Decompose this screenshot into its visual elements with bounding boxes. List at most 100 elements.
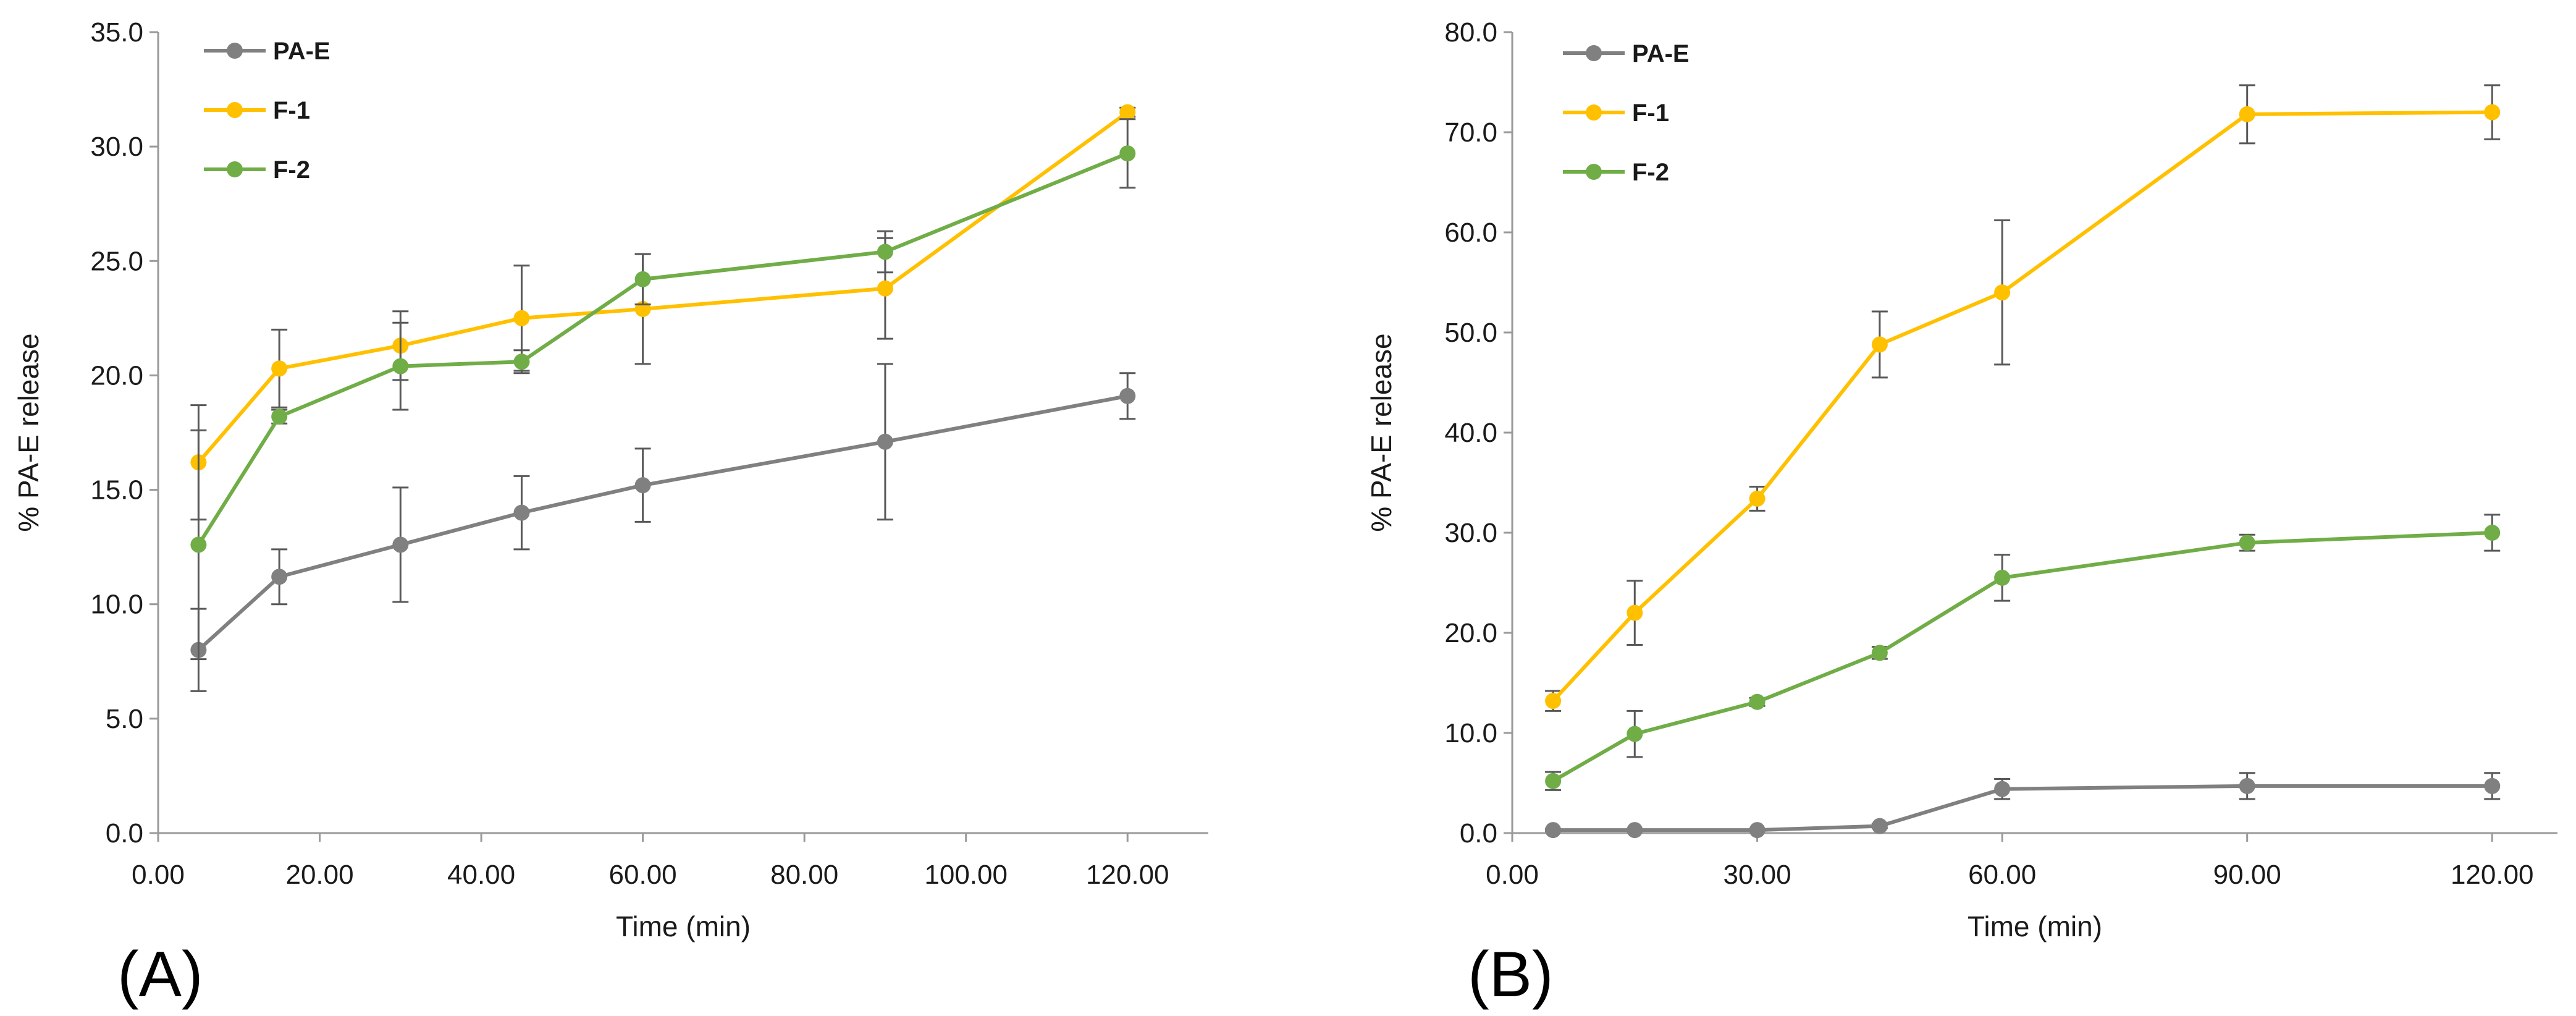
- chart-b-series-f-2-point: [1545, 773, 1562, 789]
- chart-a-series-f-2-point: [190, 536, 207, 553]
- chart-a-series-pa-e-point: [392, 536, 409, 553]
- chart-a-y-tick-label: 25.0: [90, 246, 143, 276]
- chart-b-y-tick-label: 40.0: [1444, 418, 1497, 448]
- chart-a-series-f-2-point: [392, 358, 409, 375]
- chart-b-y-tick-label: 10.0: [1444, 718, 1497, 748]
- chart-b-series-pa-e-point: [1871, 818, 1888, 834]
- chart-a-y-axis-title: % PA-E release: [12, 333, 44, 531]
- chart-b-x-tick-label: 0.00: [1486, 860, 1539, 890]
- chart-b-x-tick-label: 120.00: [2451, 860, 2534, 890]
- chart-a-series-f-1-point: [877, 280, 893, 297]
- chart-a-y-tick-label: 5.0: [106, 704, 143, 734]
- chart-a: 0.0 5.0 10.0 15.0 20.0 25.0 30.0 35.0 0.00 20.00 4…: [12, 17, 1208, 1010]
- chart-a-series-f-2: [190, 118, 1136, 661]
- chart-a-x-axis-title: Time (min): [616, 910, 751, 942]
- chart-b-y-tick-label: 30.0: [1444, 518, 1497, 548]
- chart-a-series-f-1-point: [271, 360, 288, 377]
- chart-a-x-tick-label: 0.00: [132, 860, 185, 890]
- chart-a-y-tick-label: 20.0: [90, 360, 143, 391]
- chart-b-y-axis-title: % PA-E release: [1365, 333, 1397, 531]
- chart-a-y-tick-label: 30.0: [90, 132, 143, 162]
- chart-a-series-f-2-point: [877, 243, 893, 260]
- chart-b-x-tick-label: 60.00: [1968, 860, 2036, 890]
- chart-b-y-tick-label: 60.0: [1444, 218, 1497, 248]
- chart-a-y-tick-label: 35.0: [90, 17, 143, 48]
- chart-b-series-f-2-point: [1994, 569, 2011, 586]
- chart-b: 0.0 10.0 20.0 30.0 40.0 50.0 60.0 70.0 80.0 0.00 3…: [1365, 17, 2557, 1010]
- chart-a-legend-label: F-2: [273, 156, 310, 184]
- chart-b-y-tick-label: 50.0: [1444, 318, 1497, 348]
- chart-b-series-f-2: [1545, 514, 2501, 791]
- chart-a-y-tick-label: 0.0: [106, 818, 143, 849]
- chart-b-series-pa-e: [1545, 772, 2501, 839]
- chart-b-series-f-2-point: [2484, 525, 2501, 541]
- chart-b-y-tick-label: 80.0: [1444, 17, 1497, 48]
- chart-b-x-tick-label: 90.00: [2213, 860, 2281, 890]
- chart-b-y-tick-label: 0.0: [1460, 818, 1497, 849]
- chart-b-series-f-2-point: [2239, 535, 2255, 551]
- chart-a-series-pa-e-point: [1119, 387, 1136, 404]
- chart-a-x-tick-label: 120.00: [1086, 860, 1169, 890]
- chart-a-legend-label: F-1: [273, 97, 310, 124]
- chart-a-series-pa-e-point: [271, 569, 288, 585]
- chart-b-series-pa-e-point: [1749, 822, 1766, 839]
- chart-a-series-pa-e: [190, 363, 1136, 692]
- chart-a-series-pa-e-point: [634, 477, 651, 494]
- chart-b-series-f-1-point: [2484, 104, 2501, 121]
- chart-b-series-f-1-point: [1545, 693, 1562, 709]
- chart-a-series-f-2-point: [271, 409, 288, 425]
- chart-a-series-f-2-point: [634, 271, 651, 287]
- chart-a-series-f-1: [190, 104, 1136, 521]
- chart-b-series-f-1: [1545, 84, 2501, 712]
- chart-b-series-f-1-point: [1627, 604, 1643, 621]
- chart-b-series-pa-e-point: [1627, 822, 1643, 839]
- chart-b-series-f-1-point: [1994, 284, 2011, 301]
- chart-b-panel-label: (B): [1468, 939, 1554, 1010]
- chart-b-series-pa-e-point: [1545, 822, 1562, 839]
- chart-b-series-f-2-point: [1627, 726, 1643, 742]
- chart-b-x-axis-title: Time (min): [1968, 910, 2102, 942]
- chart-b-series-f-2-point: [1749, 693, 1766, 710]
- chart-b-series-pa-e-point: [2239, 777, 2255, 794]
- chart-b-legend-swatch-marker: [1586, 45, 1602, 61]
- chart-a-series-f-2-point: [1119, 145, 1136, 162]
- chart-b-legend-swatch-marker: [1586, 104, 1602, 121]
- chart-b-series-f-2-line: [1552, 531, 2493, 783]
- chart-b-legend-swatch-marker: [1586, 164, 1602, 180]
- chart-a-series-pa-e-point: [877, 433, 893, 450]
- chart-a-y-tick-label: 10.0: [90, 590, 143, 620]
- chart-b-series-f-1-line: [1551, 110, 2493, 703]
- chart-a-series-f-1-line: [197, 111, 1129, 464]
- chart-a-legend-label: PA-E: [273, 38, 330, 65]
- chart-b-series-pa-e-line: [1553, 784, 2493, 832]
- chart-a-legend-swatch-marker: [227, 161, 243, 177]
- chart-a-series-pa-e-line: [197, 394, 1128, 651]
- chart-a-series-f-1-point: [1119, 104, 1136, 121]
- chart-b-y-tick-label: 70.0: [1444, 117, 1497, 148]
- chart-a-legend: PA-E F-1 F-2: [204, 38, 330, 184]
- chart-a-legend-swatch-marker: [227, 102, 243, 118]
- chart-b-series-pa-e-point: [2484, 777, 2501, 794]
- chart-a-x-tick-label: 20.00: [285, 860, 353, 890]
- chart-b-x-tick-label: 30.00: [1724, 860, 1791, 890]
- chart-a-panel-label: (A): [117, 939, 203, 1010]
- chart-b-series-f-1-point: [1871, 336, 1888, 353]
- chart-a-series-f-2-point: [513, 353, 530, 370]
- chart-b-series-pa-e-point: [1994, 781, 2011, 797]
- chart-b-series-f-1-point: [2239, 106, 2255, 122]
- chart-a-x-tick-label: 60.00: [609, 860, 677, 890]
- chart-b-y-tick-label: 20.0: [1444, 618, 1497, 648]
- chart-b-series-f-1-point: [1749, 490, 1766, 507]
- chart-b-legend-label: PA-E: [1632, 40, 1690, 67]
- chart-a-x-tick-label: 100.00: [924, 860, 1008, 890]
- chart-a-y-tick-label: 15.0: [90, 475, 143, 506]
- chart-a-x-tick-label: 80.00: [770, 860, 838, 890]
- chart-a-x-tick-label: 40.00: [447, 860, 515, 890]
- chart-a-series-f-1-point: [513, 310, 530, 326]
- chart-a-legend-swatch-marker: [227, 43, 243, 59]
- chart-b-legend: PA-E F-1 F-2: [1563, 40, 1690, 186]
- chart-b-series-f-2-point: [1871, 645, 1888, 661]
- chart-b-legend-label: F-1: [1632, 99, 1669, 127]
- chart-b-legend-label: F-2: [1632, 159, 1669, 186]
